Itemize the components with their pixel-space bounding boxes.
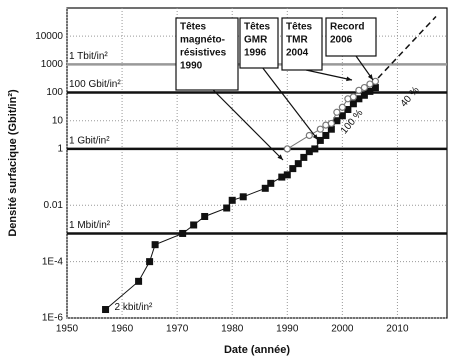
point [283, 171, 291, 179]
point [179, 229, 187, 237]
point [267, 179, 275, 187]
annotation-text: GMR [244, 35, 268, 46]
point [338, 103, 346, 111]
point [349, 100, 357, 108]
point [371, 84, 379, 92]
annotation-text: Têtes [180, 22, 207, 33]
point [190, 221, 198, 229]
annotation-text: Têtes [286, 22, 313, 33]
point [366, 87, 374, 95]
annotation-box [281, 17, 323, 71]
y-tick-label: 0.01 [44, 200, 64, 211]
point [355, 95, 363, 103]
x-tick-label: 1990 [276, 324, 299, 335]
x-tick-label: 1960 [111, 324, 134, 335]
x-tick-label: 1950 [56, 324, 79, 335]
y-tick-label: 100 [46, 87, 63, 98]
annotation-arrow [262, 67, 319, 141]
point [239, 193, 247, 201]
reference-label: 1 Gbit/in² [69, 136, 110, 147]
annotation-text: Têtes [244, 22, 271, 33]
annotation-text: magnéto- [180, 35, 225, 46]
point-label: 2 kbit/in² [115, 302, 153, 313]
point [283, 145, 291, 153]
point [311, 145, 319, 153]
annotation-text: TMR [286, 35, 308, 46]
arrow-head [367, 74, 373, 80]
arrow-head [312, 134, 318, 140]
x-tick-label: 2010 [386, 324, 409, 335]
x-tick-label: 1980 [221, 324, 244, 335]
reference-label: 100 Gbit/in² [69, 79, 121, 90]
point [338, 112, 346, 120]
annotation-text: 2006 [330, 35, 353, 46]
point [349, 93, 357, 101]
point [322, 131, 330, 139]
point [151, 241, 159, 249]
reference-label: 1 Mbit/in² [69, 220, 111, 231]
y-tick-label: 10000 [35, 31, 63, 42]
annotation-arrow [212, 89, 284, 161]
y-tick-label: 1E-6 [42, 313, 64, 324]
point [300, 153, 308, 161]
point [333, 108, 341, 116]
point [327, 119, 335, 128]
point [360, 83, 368, 92]
point [278, 173, 286, 181]
annotation-text: 2004 [286, 48, 309, 59]
trend-line [363, 15, 437, 94]
y-tick-label: 1 [57, 144, 63, 155]
annotation-arrow [305, 69, 353, 81]
point [146, 258, 154, 266]
rate-label: 40 % [399, 85, 422, 110]
point [102, 306, 110, 314]
x-tick-label: 2000 [331, 324, 354, 335]
y-tick-label: 10 [52, 115, 64, 126]
arrow-head [346, 76, 352, 82]
annotation-box [325, 17, 377, 57]
point [355, 86, 363, 94]
point [366, 80, 374, 88]
annotation-text: 1996 [244, 48, 267, 59]
arrow-head [277, 154, 283, 160]
point [294, 160, 302, 168]
point [316, 136, 324, 144]
reference-label: 1 Tbit/in² [69, 51, 108, 62]
point [305, 148, 313, 156]
point [344, 106, 352, 114]
annotation-text: résistives [180, 48, 227, 59]
point [305, 131, 313, 140]
annotation-text: Record [330, 22, 364, 33]
point [371, 77, 380, 85]
y-tick-label: 1000 [41, 59, 64, 70]
point [333, 117, 341, 125]
annotation-box [239, 17, 279, 69]
y-axis-title: Densité surfacique (Gbit/in²) [7, 89, 19, 237]
point [201, 212, 209, 220]
point [289, 165, 297, 173]
point [327, 125, 335, 133]
annotation-text: 1990 [180, 61, 203, 72]
x-axis-title: Date (année) [224, 344, 290, 356]
x-tick-label: 1970 [166, 324, 189, 335]
point [261, 184, 269, 192]
point [360, 91, 368, 99]
point [223, 204, 231, 212]
point [316, 125, 324, 133]
point [135, 277, 143, 285]
annotation-box [175, 17, 239, 91]
point [228, 196, 236, 204]
y-tick-label: 1E-4 [42, 256, 64, 267]
